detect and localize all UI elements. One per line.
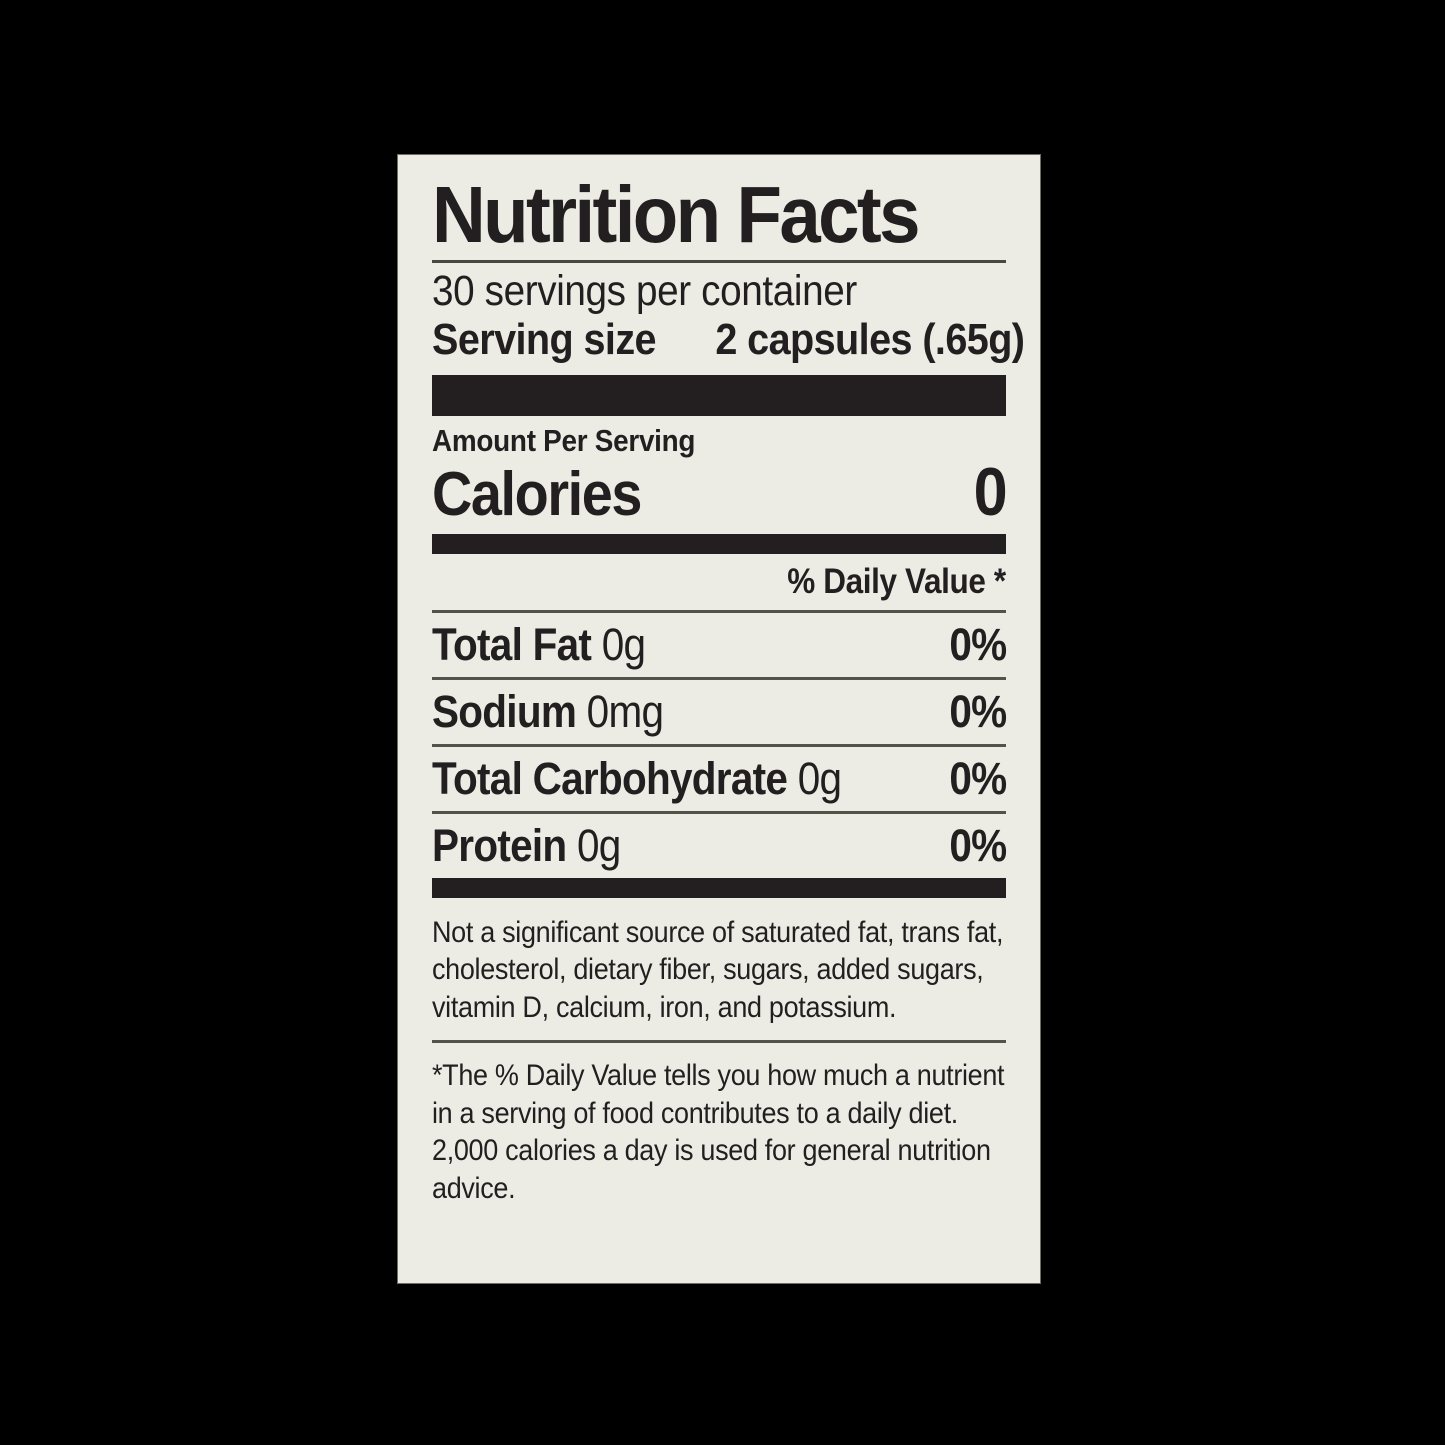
nutrient-name: Total Carbohydrate 0g [432,752,842,804]
footnote-daily-value: *The % Daily Value tells you how much a … [432,1059,1005,1205]
calories-bar [432,533,1006,554]
calories-row: Calories 0 [432,453,1007,534]
table-row: Total Fat 0g 0% [432,613,1007,677]
row-divider [432,676,1006,680]
serving-size-row: Serving size 2 capsules (.65g) [432,314,1025,365]
nutrient-daily-value: 0% [948,819,1007,871]
nutrient-daily-value: 0% [948,618,1007,670]
title-divider [432,259,1006,263]
nutrient-amount: 0g [576,819,621,871]
table-row: Protein 0g 0% [432,814,1007,878]
nutrient-amount: 0g [797,752,842,804]
serving-size-value: 2 capsules (.65g) [715,314,1025,364]
serving-size-label: Serving size [432,314,657,364]
daily-value-header: % Daily Value * [432,554,1007,610]
daily-value-divider [432,609,1006,613]
nutrient-label: Total Carbohydrate [432,752,788,804]
nutrient-label: Total Fat [432,618,592,670]
amount-per-serving-label: Amount Per Serving [432,423,696,459]
row-divider [432,743,1006,747]
nutrient-daily-value: 0% [948,685,1007,737]
nutrient-label: Sodium [432,685,577,737]
nutrient-amount: 0mg [586,685,664,737]
nutrient-name: Total Fat 0g [432,618,646,670]
nutrient-name: Sodium 0mg [432,685,664,737]
table-row: Total Carbohydrate 0g 0% [432,747,1007,811]
row-divider [432,810,1006,814]
servings-per-container: 30 servings per container [432,266,857,315]
footnote-divider [432,1040,1006,1044]
calories-label: Calories [432,459,642,529]
nutrients-bottom-bar [432,877,1006,898]
page-title: Nutrition Facts [432,170,920,259]
nutrition-facts-panel: Nutrition Facts 30 servings per containe… [398,155,1040,1283]
calories-value: 0 [973,453,1007,530]
nutrient-label: Protein [432,819,567,871]
daily-value-header-text: % Daily Value * [787,561,1007,601]
table-row: Sodium 0mg 0% [432,680,1007,744]
nutrient-amount: 0g [601,618,646,670]
footnote-not-significant: Not a significant source of saturated fa… [432,915,1004,1024]
serving-size-thick-bar [432,375,1006,417]
nutrient-daily-value: 0% [948,752,1007,804]
nutrient-name: Protein 0g [432,823,621,868]
